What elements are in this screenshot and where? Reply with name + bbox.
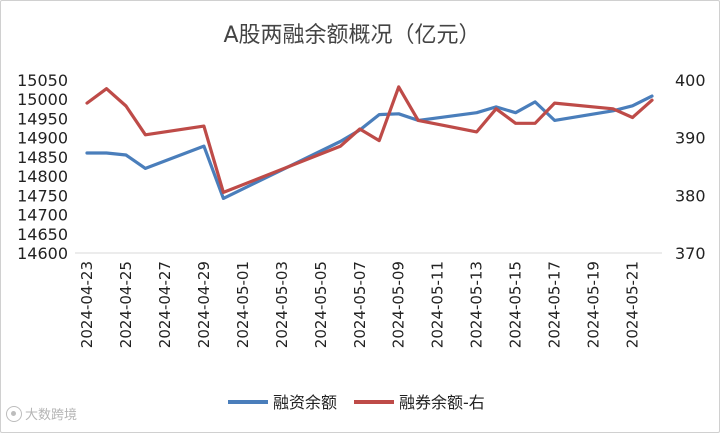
series-line-margin-financing xyxy=(85,94,654,200)
x-tick-label: 2024-05-01 xyxy=(234,261,252,348)
watermark-logo-icon xyxy=(6,405,22,422)
x-tick-label: 2024-05-03 xyxy=(273,261,291,348)
x-tick-label: 2024-04-29 xyxy=(195,261,213,348)
y-right-tick-label: 380 xyxy=(675,186,706,205)
y-left-tick-label: 14750 xyxy=(17,186,68,205)
watermark-text: 大数跨境 xyxy=(25,408,78,423)
y-left-tick-label: 15050 xyxy=(17,71,68,90)
y-left-tick-label: 14600 xyxy=(17,244,68,263)
x-tick-label: 2024-05-13 xyxy=(468,261,486,348)
y-right-tick-label: 400 xyxy=(675,71,706,90)
x-tick-label: 2024-04-23 xyxy=(78,261,96,348)
y-left-tick-label: 14700 xyxy=(17,206,68,225)
series-line-securities-lending xyxy=(85,85,654,194)
x-tick-label: 2024-05-05 xyxy=(312,261,330,348)
legend-label: 融券余额-右 xyxy=(399,393,485,412)
x-tick-label: 2024-05-17 xyxy=(546,261,564,348)
plot-area: 1460014650147001475014800148501490014950… xyxy=(17,71,705,348)
y-left-tick-label: 14650 xyxy=(17,225,68,244)
legend-label: 融资余额 xyxy=(273,393,337,412)
x-tick-label: 2024-05-19 xyxy=(585,261,603,348)
x-tick-label: 2024-05-11 xyxy=(429,261,447,348)
x-tick-label: 2024-05-15 xyxy=(507,261,525,348)
x-tick-label: 2024-05-07 xyxy=(351,261,369,348)
chart-title: A股两融余额概况（亿元） xyxy=(223,23,480,48)
x-tick-label: 2024-04-27 xyxy=(156,261,174,348)
legend: 融资余额 融券余额-右 xyxy=(228,393,485,412)
y-right-tick-label: 390 xyxy=(675,129,706,148)
y-left-tick-label: 14950 xyxy=(17,109,68,128)
y-left-tick-label: 14850 xyxy=(17,148,68,167)
x-tick-label: 2024-04-25 xyxy=(117,261,135,348)
y-right-tick-label: 370 xyxy=(675,244,706,263)
y-left-tick-label: 14800 xyxy=(17,167,68,186)
y-left-tick-label: 15000 xyxy=(17,90,68,109)
watermark: 大数跨境 xyxy=(6,404,77,423)
y-left-tick-label: 14900 xyxy=(17,129,68,148)
x-tick-label: 2024-05-21 xyxy=(624,261,642,348)
x-tick-label: 2024-05-09 xyxy=(390,261,408,348)
